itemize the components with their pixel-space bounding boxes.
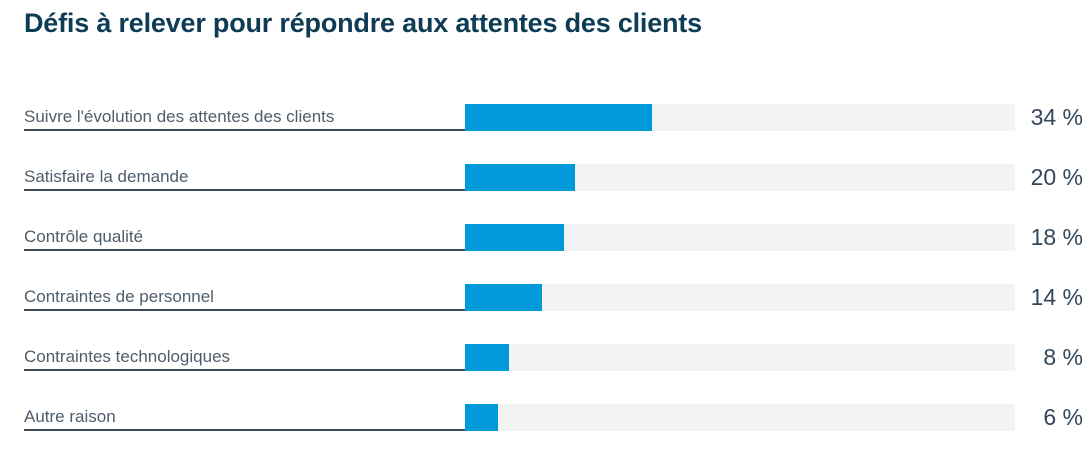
bar-row: Contraintes technologiques 8 % xyxy=(24,344,1083,371)
value-label: 8 % xyxy=(1043,344,1083,370)
bar-track xyxy=(465,104,1015,131)
category-label: Contrôle qualité xyxy=(24,224,465,251)
bar-track xyxy=(465,284,1015,311)
value-label: 18 % xyxy=(1030,224,1083,250)
bar-fill xyxy=(465,224,564,251)
category-label: Autre raison xyxy=(24,404,465,431)
value-label: 6 % xyxy=(1043,404,1083,430)
bar-row: Contraintes de personnel 14 % xyxy=(24,284,1083,311)
bar-chart: Suivre l'évolution des attentes des clie… xyxy=(24,104,1083,464)
bar-track xyxy=(465,224,1015,251)
value-label: 34 % xyxy=(1030,104,1083,130)
bar-fill xyxy=(465,404,498,431)
category-label: Contraintes de personnel xyxy=(24,284,465,311)
bar-track xyxy=(465,404,1015,431)
bar-fill xyxy=(465,344,509,371)
bar-row: Contrôle qualité 18 % xyxy=(24,224,1083,251)
bar-track xyxy=(465,164,1015,191)
bar-row: Satisfaire la demande 20 % xyxy=(24,164,1083,191)
bar-row: Suivre l'évolution des attentes des clie… xyxy=(24,104,1083,131)
category-label: Suivre l'évolution des attentes des clie… xyxy=(24,104,465,131)
bar-row: Autre raison 6 % xyxy=(24,404,1083,431)
chart-title: Défis à relever pour répondre aux attent… xyxy=(24,8,702,38)
bar-fill xyxy=(465,284,542,311)
value-label: 20 % xyxy=(1030,164,1083,190)
bar-fill xyxy=(465,164,575,191)
bar-track xyxy=(465,344,1015,371)
value-label: 14 % xyxy=(1030,284,1083,310)
bar-chart-page: Défis à relever pour répondre aux attent… xyxy=(24,8,1083,431)
category-label: Contraintes technologiques xyxy=(24,344,465,371)
category-label: Satisfaire la demande xyxy=(24,164,465,191)
bar-fill xyxy=(465,104,652,131)
